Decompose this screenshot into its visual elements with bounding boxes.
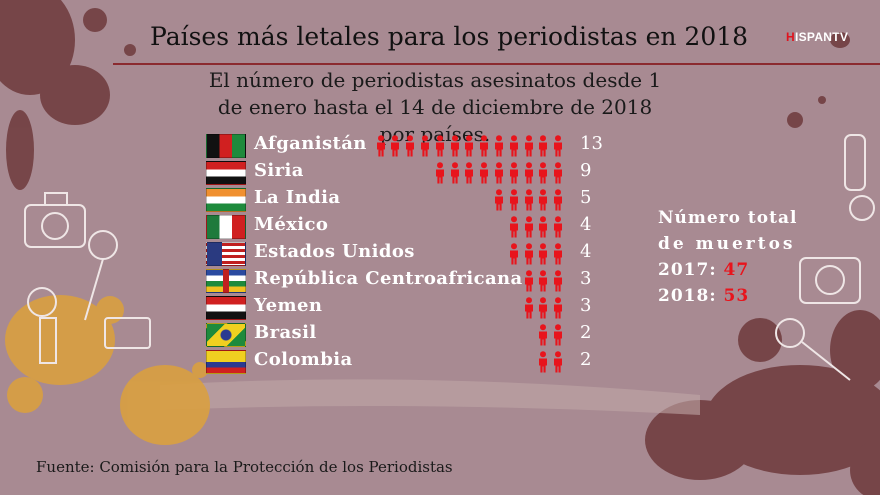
person-icon	[480, 135, 489, 157]
yemen-flag-icon	[206, 296, 246, 320]
person-icon	[539, 324, 548, 346]
person-icon	[450, 135, 459, 157]
person-icon	[509, 189, 518, 211]
person-icon	[450, 162, 459, 184]
hispantv-logo: HISPANTV	[786, 30, 849, 44]
country-label: Colombia	[254, 349, 353, 370]
person-icon	[480, 162, 489, 184]
person-icon	[554, 216, 563, 238]
totals-year: 2018:	[658, 286, 717, 306]
person-icon	[554, 351, 563, 373]
usa-flag-icon	[206, 242, 246, 266]
person-icon	[554, 324, 563, 346]
person-icon	[524, 297, 533, 319]
person-icon	[539, 216, 548, 238]
person-icon	[524, 135, 533, 157]
central-african-republic-flag-icon	[206, 269, 246, 293]
person-icon	[406, 135, 415, 157]
colombia-flag-icon	[206, 350, 246, 374]
totals-panel: Número total de muertos 2017: 47 2018: 5…	[658, 205, 797, 309]
person-icon	[509, 216, 518, 238]
totals-row-2017: 2017: 47	[658, 257, 797, 283]
mexico-flag-icon	[206, 215, 246, 239]
data-label: 3	[580, 295, 592, 316]
chart-subtitle: El número de periodistas asesinatos desd…	[208, 68, 662, 146]
syria-flag-icon	[206, 161, 246, 185]
country-label: La India	[254, 187, 341, 208]
person-icon	[465, 162, 474, 184]
person-icon	[539, 270, 548, 292]
title-divider	[113, 63, 880, 65]
person-icon	[524, 270, 533, 292]
person-icon	[376, 135, 385, 157]
country-label: Brasil	[254, 322, 317, 343]
person-icon	[539, 135, 548, 157]
totals-label-line1: Número total	[658, 208, 798, 228]
totals-year: 2017:	[658, 260, 717, 280]
person-icon	[539, 243, 548, 265]
data-label: 9	[580, 160, 592, 181]
person-icon	[539, 189, 548, 211]
totals-value: 53	[723, 286, 750, 306]
chart-title: Países más letales para los periodistas …	[150, 22, 749, 51]
person-icon	[435, 135, 444, 157]
person-icon	[435, 162, 444, 184]
country-label: México	[254, 214, 329, 235]
person-icon	[554, 162, 563, 184]
person-icon	[539, 162, 548, 184]
person-icon	[539, 297, 548, 319]
person-icon	[465, 135, 474, 157]
person-icon	[524, 189, 533, 211]
person-icon	[495, 162, 503, 184]
totals-label-line2: de muertos	[658, 234, 796, 254]
country-label: Yemen	[254, 295, 323, 316]
data-label: 5	[580, 187, 592, 208]
country-label: Afganistán	[254, 133, 367, 154]
person-icon	[524, 216, 533, 238]
totals-row-2018: 2018: 53	[658, 283, 797, 309]
person-icon	[554, 297, 563, 319]
data-label: 2	[580, 349, 592, 370]
data-label: 2	[580, 322, 592, 343]
person-icon	[421, 135, 429, 157]
source-note: Fuente: Comisión para la Protección de l…	[36, 458, 453, 476]
afghanistan-flag-icon	[206, 134, 246, 158]
person-icon	[509, 135, 518, 157]
person-icon	[495, 135, 503, 157]
data-label: 3	[580, 268, 592, 289]
person-icon	[495, 189, 503, 211]
india-flag-icon	[206, 188, 246, 212]
data-label: 4	[580, 214, 592, 235]
person-icon	[554, 270, 563, 292]
person-icon	[554, 243, 563, 265]
person-icon	[524, 243, 533, 265]
person-icon	[524, 162, 533, 184]
totals-value: 47	[723, 260, 750, 280]
data-label: 13	[580, 133, 603, 154]
country-label: Siria	[254, 160, 304, 181]
person-icon	[554, 189, 563, 211]
person-icon	[509, 162, 518, 184]
brazil-flag-icon	[206, 323, 246, 347]
person-icon	[539, 351, 548, 373]
person-icon	[391, 135, 400, 157]
person-icon	[554, 135, 563, 157]
person-icon	[509, 243, 518, 265]
data-label: 4	[580, 241, 592, 262]
country-label: Estados Unidos	[254, 241, 415, 262]
country-label: República Centroafricana	[254, 268, 523, 289]
